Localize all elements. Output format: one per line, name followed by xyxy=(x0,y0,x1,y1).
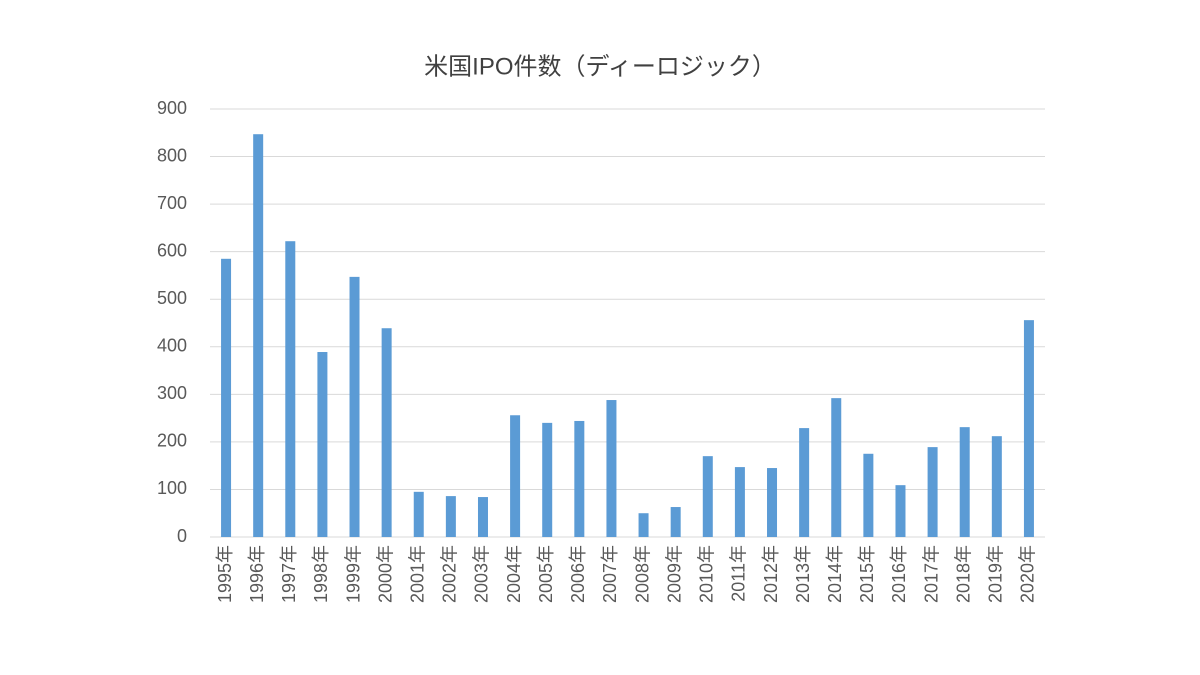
y-tick-label: 800 xyxy=(157,145,187,165)
x-tick-label: 2018年 xyxy=(953,545,973,603)
bar xyxy=(991,436,1002,537)
x-tick-label: 2004年 xyxy=(504,545,524,603)
x-tick-label: 1997年 xyxy=(279,545,299,603)
x-tick-label: 1995年 xyxy=(215,545,235,603)
bar xyxy=(510,415,521,537)
x-tick-label: 2014年 xyxy=(825,545,845,603)
x-tick-label: 2016年 xyxy=(889,545,909,603)
y-tick-label: 400 xyxy=(157,336,187,356)
bar xyxy=(606,400,617,537)
bar xyxy=(221,258,232,537)
x-tick-label: 2000年 xyxy=(375,545,395,603)
bar xyxy=(799,428,810,537)
x-tick-label: 1998年 xyxy=(311,545,331,603)
chart-title: 米国IPO件数（ディーロジック） xyxy=(424,53,776,80)
x-tick-label: 2010年 xyxy=(697,545,717,603)
bar xyxy=(349,276,360,537)
x-tick-label: 2017年 xyxy=(921,545,941,603)
x-tick-label: 2001年 xyxy=(408,545,428,603)
bar xyxy=(542,422,553,537)
bar xyxy=(831,398,842,537)
bar xyxy=(895,485,906,537)
bar xyxy=(253,134,264,537)
x-tick-label: 2006年 xyxy=(568,545,588,603)
bar xyxy=(863,453,874,537)
bar xyxy=(381,328,392,537)
y-tick-label: 900 xyxy=(157,98,187,118)
bar xyxy=(734,467,745,537)
x-tick-label: 2003年 xyxy=(472,545,492,603)
bar xyxy=(927,447,938,537)
bar xyxy=(702,456,713,537)
y-tick-label: 600 xyxy=(157,240,187,260)
x-tick-label: 1996年 xyxy=(247,545,267,603)
bar xyxy=(445,496,456,537)
x-tick-label: 2005年 xyxy=(536,545,556,603)
x-tick-label: 2009年 xyxy=(664,545,684,603)
bar xyxy=(413,491,424,537)
x-tick-label: 1999年 xyxy=(343,545,363,603)
x-tick-label: 2007年 xyxy=(600,545,620,603)
bar xyxy=(285,241,296,537)
x-tick-label: 2015年 xyxy=(857,545,877,603)
bar xyxy=(477,497,488,537)
bar xyxy=(1023,320,1034,537)
x-tick-label: 2002年 xyxy=(440,545,460,603)
x-tick-label: 2020年 xyxy=(1018,545,1038,603)
bar xyxy=(638,513,649,537)
x-tick-label: 2013年 xyxy=(793,545,813,603)
y-tick-label: 700 xyxy=(157,193,187,213)
bar xyxy=(767,468,778,537)
y-tick-label: 300 xyxy=(157,383,187,403)
y-tick-label: 200 xyxy=(157,431,187,451)
bar xyxy=(959,427,970,537)
y-tick-label: 0 xyxy=(177,526,187,546)
bar xyxy=(574,420,585,537)
bar xyxy=(670,507,681,537)
x-tick-label: 2012年 xyxy=(761,545,781,603)
x-tick-label: 2008年 xyxy=(632,545,652,603)
y-tick-label: 100 xyxy=(157,478,187,498)
x-tick-label: 2019年 xyxy=(986,545,1006,603)
x-tick-label: 2011年 xyxy=(729,545,749,602)
bar xyxy=(317,352,328,537)
y-tick-label: 500 xyxy=(157,288,187,308)
